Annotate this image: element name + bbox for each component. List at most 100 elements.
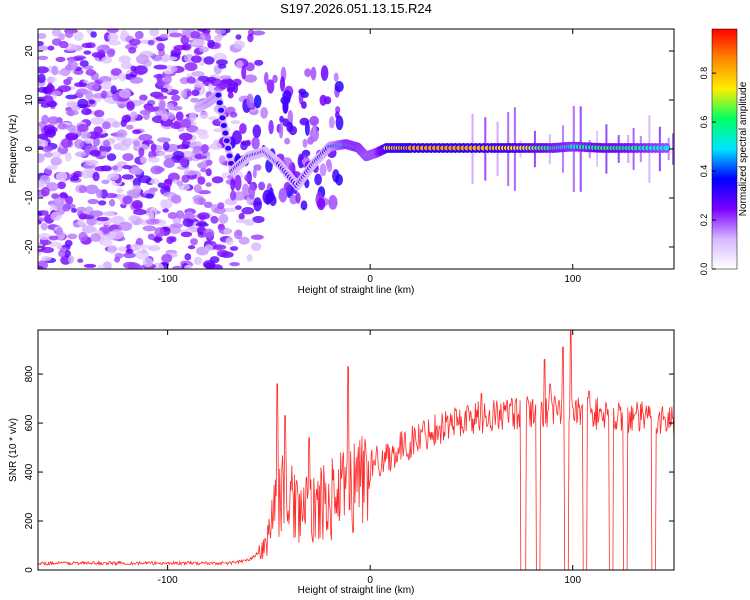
heatmap-ridge-cell <box>218 107 225 113</box>
heatmap-noise-cell <box>204 33 211 42</box>
heatmap-noise-cell <box>121 174 134 180</box>
heatmap-noise-cell <box>260 107 268 119</box>
heatmap-noise-cell <box>89 149 101 157</box>
heatmap-noise-cell <box>319 163 327 177</box>
heatmap-noise-cell <box>184 253 192 261</box>
heatmap-noise-cell <box>231 130 242 145</box>
heatmap-noise-cell <box>62 203 71 212</box>
heatmap-noise-cell <box>203 201 213 208</box>
heatmap-noise-cell <box>57 181 66 190</box>
heatmap-noise-cell <box>248 183 256 200</box>
heatmap-noise-cell <box>95 220 103 226</box>
heatmap-noise-cell <box>241 65 247 80</box>
heatmap-noise-cell <box>139 94 148 102</box>
heatmap-noise-cell <box>252 168 257 179</box>
heatmap-noise-cell <box>110 68 122 76</box>
heatmap-noise-cell <box>81 108 92 116</box>
heatmap-noise-cell <box>129 76 144 84</box>
heatmap-noise-cell <box>145 193 154 199</box>
heatmap-noise-cell <box>135 54 150 65</box>
heatmap-noise-cell <box>253 94 262 109</box>
heatmap-noise-cell <box>203 228 215 239</box>
heatmap-noise-cell <box>136 244 150 250</box>
heatmap-noise-cell <box>186 76 196 84</box>
heatmap-noise-cell <box>197 75 210 82</box>
heatmap-noise-cell <box>85 69 96 76</box>
heatmap-noise-cell <box>150 165 163 175</box>
heatmap-noise-cell <box>128 47 137 54</box>
heatmap-noise-cell <box>42 95 54 104</box>
heatmap-noise-cell <box>229 246 239 251</box>
heatmap-noise-cell <box>196 29 208 32</box>
heatmap-noise-cell <box>245 139 251 147</box>
snr-x-axis-label: Height of straight line (km) <box>298 585 415 596</box>
heatmap-noise-cell <box>72 170 84 178</box>
heatmap-noise-cell <box>234 205 242 211</box>
heatmap-noise-cell <box>97 264 105 269</box>
heatmap-noise-cell <box>118 55 131 64</box>
heatmap-noise-cell <box>169 32 183 38</box>
heatmap-noise-cell <box>170 49 182 57</box>
heatmap-ridge-cell <box>663 145 670 151</box>
heatmap-ridge-cell <box>225 145 232 151</box>
heatmap-noise-cell <box>147 233 155 240</box>
heatmap-noise-cell <box>197 220 207 227</box>
heatmap-noise-cell <box>235 60 244 69</box>
heatmap-noise-cell <box>214 34 222 43</box>
heatmap-noise-cell <box>96 189 103 199</box>
heatmap-noise-cell <box>227 91 234 99</box>
heatmap-noise-cell <box>132 129 142 135</box>
heatmap-noise-cell <box>247 33 254 43</box>
heatmap-noise-cell <box>38 179 46 188</box>
x-tick-label: 100 <box>564 274 581 285</box>
heatmap-noise-cell <box>132 140 140 147</box>
heatmap-noise-cell <box>55 171 68 181</box>
heatmap-noise-cell <box>234 174 242 191</box>
heatmap-noise-cell <box>158 151 166 157</box>
heatmap-noise-cell <box>161 253 173 263</box>
heatmap-noise-cell <box>160 87 169 93</box>
heatmap-noise-cell <box>269 187 274 196</box>
heatmap-noise-cell <box>180 231 193 238</box>
heatmap-noise-cell <box>118 89 131 99</box>
heatmap-noise-cell <box>309 127 319 142</box>
heatmap-noise-cell <box>90 232 101 242</box>
heatmap-noise-cell <box>157 182 165 188</box>
heatmap-noise-cell <box>317 197 326 211</box>
heatmap-noise-cell <box>71 105 81 111</box>
heatmap-noise-cell <box>154 235 162 243</box>
heatmap-noise-cell <box>254 59 264 66</box>
heatmap-noise-cell <box>216 249 229 258</box>
heatmap-noise-cell <box>92 171 100 182</box>
heatmap-noise-cell <box>58 33 65 41</box>
heatmap-noise-cell <box>243 74 258 83</box>
heatmap-noise-cell <box>122 195 133 205</box>
heatmap-noise-cell <box>229 111 238 118</box>
heatmap-noise-cell <box>101 56 113 64</box>
heatmap-noise-cell <box>205 168 212 177</box>
heatmap-noise-cell <box>46 165 58 171</box>
heatmap-noise-cell <box>218 155 226 165</box>
heatmap-noise-cell <box>216 59 228 66</box>
heatmap-noise-cell <box>225 237 234 246</box>
heatmap-noise-cell <box>212 264 223 269</box>
heatmap-noise-cell <box>149 29 160 37</box>
heatmap-noise-cell <box>87 198 99 205</box>
x-tick-label: 100 <box>564 575 581 586</box>
heatmap-noise-cell <box>70 62 77 70</box>
heatmap-noise-cell <box>38 210 43 217</box>
y-tick-label: 20 <box>24 45 35 57</box>
heatmap-noise-cell <box>129 214 138 222</box>
heatmap-noise-cell <box>131 199 143 210</box>
heatmap-noise-cell <box>133 209 147 216</box>
heatmap-noise-cell <box>184 62 198 71</box>
heatmap-noise-cell <box>176 144 190 150</box>
heatmap-noise-cell <box>304 68 312 77</box>
heatmap-y-axis-label: Frequency (Hz) <box>8 115 19 184</box>
heatmap-noise-cell <box>102 261 112 269</box>
heatmap-ridge-cell <box>216 100 223 106</box>
heatmap-noise-cell <box>190 238 198 246</box>
heatmap-noise-cell <box>40 246 55 254</box>
heatmap-noise-cell <box>79 60 89 67</box>
